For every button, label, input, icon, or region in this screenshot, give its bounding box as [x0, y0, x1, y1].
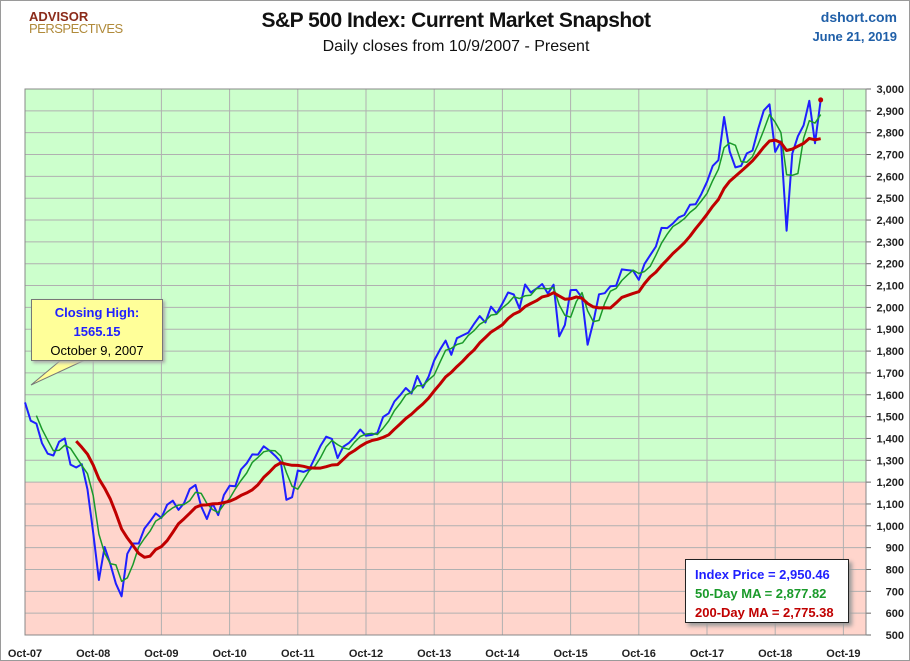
y-tick-label: 1,000: [876, 521, 904, 533]
x-tick-label: Oct-08: [76, 648, 110, 660]
x-tick-label: Oct-11: [281, 648, 315, 660]
x-tick-label: Oct-09: [144, 648, 178, 660]
x-tick-label: Oct-18: [758, 648, 792, 660]
x-tick-label: Oct-16: [622, 648, 656, 660]
y-tick-label: 2,500: [876, 193, 904, 205]
site-name: dshort.com: [820, 9, 897, 25]
y-tick-label: 1,100: [876, 499, 904, 511]
chart-subtitle: Daily closes from 10/9/2007 - Present: [322, 38, 590, 55]
y-tick-label: 2,900: [876, 106, 904, 118]
x-tick-label: Oct-14: [485, 648, 520, 660]
y-tick-label: 1,800: [876, 346, 904, 358]
x-tick-label: Oct-13: [417, 648, 451, 660]
callout-value: 1565.15: [73, 324, 121, 339]
y-tick-label: 2,600: [876, 171, 904, 183]
x-tick-label: Oct-19: [826, 648, 860, 660]
ma200-line: [75, 136, 821, 559]
y-tick-label: 1,300: [876, 455, 904, 467]
logo: ADVISOR: [29, 9, 89, 24]
y-tick-label: 2,700: [876, 150, 904, 162]
legend-ma50: 50-Day MA = 2,877.82: [695, 586, 827, 601]
x-tick-label: Oct-12: [349, 648, 383, 660]
y-tick-label: 1,400: [876, 433, 904, 445]
chart-title: S&P 500 Index: Current Market Snapshot: [261, 9, 651, 32]
y-tick-label: 2,100: [876, 281, 904, 293]
y-tick-label: 1,700: [876, 368, 904, 380]
y-tick-label: 1,500: [876, 412, 904, 424]
y-tick-label: 3,000: [876, 84, 904, 96]
callout-date: October 9, 2007: [50, 343, 144, 358]
x-tick-label: Oct-07: [8, 648, 42, 660]
y-tick-label: 2,400: [876, 215, 904, 227]
chart-date: June 21, 2019: [812, 29, 897, 44]
x-tick-label: Oct-15: [553, 648, 587, 660]
ma50-line: [35, 113, 822, 583]
y-tick-label: 500: [886, 630, 904, 642]
y-tick-label: 1,900: [876, 324, 904, 336]
y-tick-label: 2,000: [876, 302, 904, 314]
x-tick-label: Oct-10: [212, 648, 246, 660]
y-tick-label: 1,200: [876, 477, 904, 489]
price-line: [24, 99, 822, 598]
legend-ma200: 200-Day MA = 2,775.38: [695, 605, 834, 620]
values-legend: Index Price = 2,950.46 50-Day MA = 2,877…: [685, 559, 849, 623]
y-tick-label: 600: [886, 608, 904, 620]
y-tick-label: 2,800: [876, 128, 904, 140]
logo-subtitle: PERSPECTIVES: [29, 21, 123, 36]
y-tick-label: 700: [886, 586, 904, 598]
x-tick-label: Oct-17: [690, 648, 724, 660]
y-tick-label: 1,600: [876, 390, 904, 402]
legend-price: Index Price = 2,950.46: [695, 567, 830, 582]
y-tick-label: 2,200: [876, 259, 904, 271]
plot-border: [24, 88, 867, 636]
last-price-marker: [818, 97, 824, 103]
y-tick-label: 2,300: [876, 237, 904, 249]
closing-high-callout: Closing High: 1565.15 October 9, 2007: [31, 299, 163, 361]
y-tick-label: 900: [886, 543, 904, 555]
y-tick-label: 800: [886, 564, 904, 576]
callout-label: Closing High:: [54, 305, 140, 320]
